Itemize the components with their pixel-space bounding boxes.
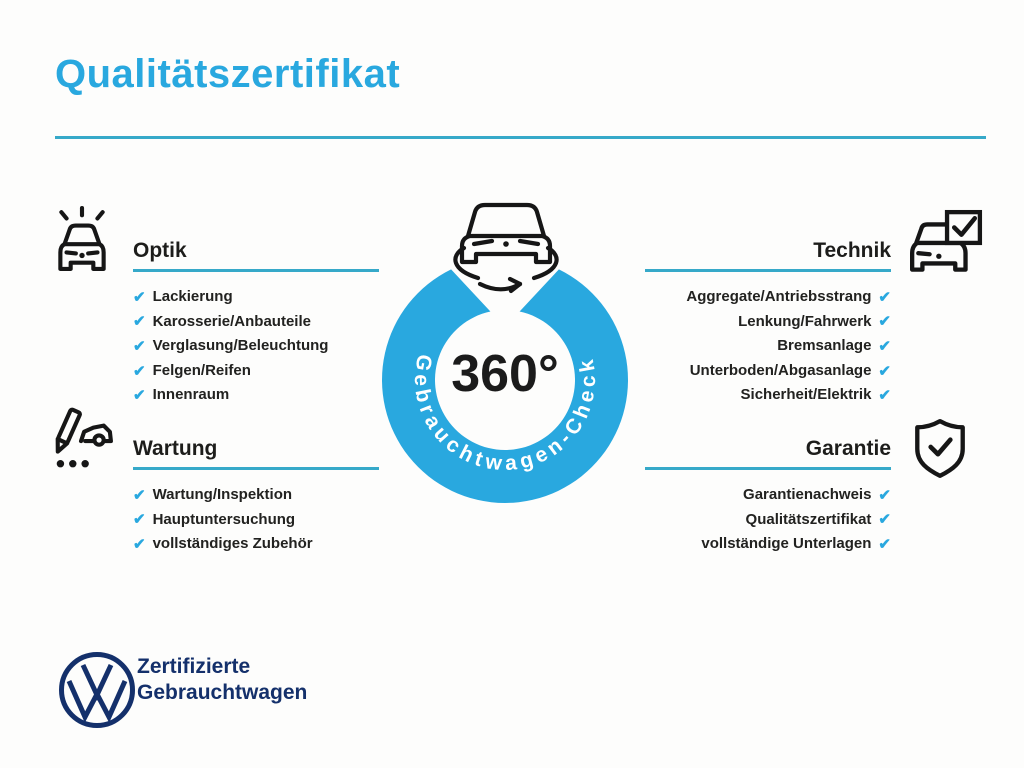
list-item-label: Qualitätszertifikat (745, 510, 872, 528)
badge-ring (381, 269, 628, 503)
page-title: Qualitätszertifikat (55, 52, 401, 96)
list-item-label: Unterboden/Abgasanlage (689, 361, 872, 379)
list-item: Sicherheit/Elektrik ✔ (645, 383, 891, 408)
check-icon: ✔ (878, 486, 891, 504)
list-item: ✔ Wartung/Inspektion (133, 483, 379, 508)
section-optik: Optik ✔ Lackierung ✔ Karosserie/Anbauteile… (133, 238, 379, 408)
list-item: vollständige Unterlagen ✔ (645, 532, 891, 557)
section-optik-rule (133, 269, 379, 272)
brand-line-2: Gebrauchtwagen (137, 681, 308, 704)
check-icon: ✔ (878, 337, 891, 355)
car-checkbox-icon (910, 209, 983, 272)
section-optik-list: ✔ Lackierung ✔ Karosserie/Anbauteile ✔ Verg… (133, 285, 379, 408)
inspection-checklist-icon (55, 407, 113, 468)
list-item-label: Hauptuntersuchung (152, 510, 296, 528)
list-item: ✔ Hauptuntersuchung (133, 508, 379, 533)
check-icon: ✔ (133, 337, 146, 355)
list-item-label: Innenraum (152, 386, 230, 404)
list-item-label: vollständige Unterlagen (701, 535, 872, 553)
car-360-rotation-icon (453, 202, 559, 294)
list-item-label: Lenkung/Fahrwerk (738, 312, 872, 330)
section-garantie-list: Garantienachweis ✔ Qualitätszertifikat ✔ v… (645, 483, 891, 557)
list-item-label: vollständiges Zubehör (152, 535, 313, 553)
list-item-label: Karosserie/Anbauteile (152, 312, 311, 330)
check-icon: ✔ (878, 362, 891, 380)
list-item: Unterboden/Abgasanlage ✔ (645, 359, 891, 384)
list-item-label: Verglasung/Beleuchtung (152, 337, 329, 355)
list-item-label: Felgen/Reifen (152, 361, 251, 379)
list-item: ✔ Lackierung (133, 285, 379, 310)
section-technik-title: Technik (813, 239, 891, 262)
list-item: Lenkung/Fahrwerk ✔ (645, 310, 891, 335)
list-item-label: Bremsanlage (777, 337, 872, 355)
list-item: ✔ Karosserie/Anbauteile (133, 310, 379, 335)
check-icon: ✔ (133, 535, 146, 553)
header-divider (55, 136, 986, 139)
check-icon: ✔ (133, 313, 146, 331)
shiny-car-icon (58, 206, 106, 271)
section-garantie-title: Garantie (805, 437, 891, 460)
badge-degrees: 360° (451, 345, 559, 403)
list-item: Garantienachweis ✔ (645, 483, 891, 508)
section-technik-rule (645, 269, 891, 272)
section-garantie: Garantie Garantienachweis ✔ Qualitätszert… (645, 436, 891, 557)
section-wartung-list: ✔ Wartung/Inspektion ✔ Hauptuntersuchung ✔… (133, 483, 379, 557)
list-item: ✔ Felgen/Reifen (133, 359, 379, 384)
list-item-label: Wartung/Inspektion (152, 486, 293, 503)
check-icon: ✔ (878, 313, 891, 331)
list-item: ✔ Innenraum (133, 383, 379, 408)
list-item-label: Sicherheit/Elektrik (740, 386, 872, 404)
list-item: Bremsanlage ✔ (645, 334, 891, 359)
section-technik-list: Aggregate/Antriebsstrang ✔ Lenkung/Fahrwe… (645, 285, 891, 408)
vw-logo (59, 652, 135, 728)
check-icon: ✔ (133, 387, 146, 405)
check-icon: ✔ (133, 288, 146, 306)
check-icon: ✔ (133, 486, 146, 504)
list-item: Aggregate/Antriebsstrang ✔ (645, 285, 891, 310)
check-icon: ✔ (878, 387, 891, 405)
check-icon: ✔ (133, 362, 146, 380)
list-item-label: Lackierung (152, 288, 233, 305)
list-item-label: Garantienachweis (743, 486, 872, 503)
check-icon: ✔ (878, 511, 891, 529)
section-wartung: Wartung ✔ Wartung/Inspektion ✔ Hauptunters… (133, 436, 379, 557)
list-item: ✔ Verglasung/Beleuchtung (133, 334, 379, 359)
list-item: Qualitätszertifikat ✔ (645, 508, 891, 533)
check-icon: ✔ (878, 535, 891, 553)
check-icon: ✔ (878, 288, 891, 306)
section-wartung-rule (133, 467, 379, 470)
section-wartung-title: Wartung (133, 437, 218, 460)
360-check-badge: Gebrauchtwagen-Check 360° (381, 202, 628, 503)
check-icon: ✔ (133, 511, 146, 529)
list-item-label: Aggregate/Antriebsstrang (686, 288, 872, 305)
shield-check-icon (915, 418, 965, 479)
section-garantie-rule (645, 467, 891, 470)
section-optik-title: Optik (133, 239, 187, 262)
brand-line-1: Zertifizierte (137, 655, 251, 678)
brand-text: Zertifizierte Gebrauchtwagen (137, 654, 307, 706)
list-item: ✔ vollständiges Zubehör (133, 532, 379, 557)
section-technik: Technik Aggregate/Antriebsstrang ✔ Lenkun… (645, 238, 891, 408)
